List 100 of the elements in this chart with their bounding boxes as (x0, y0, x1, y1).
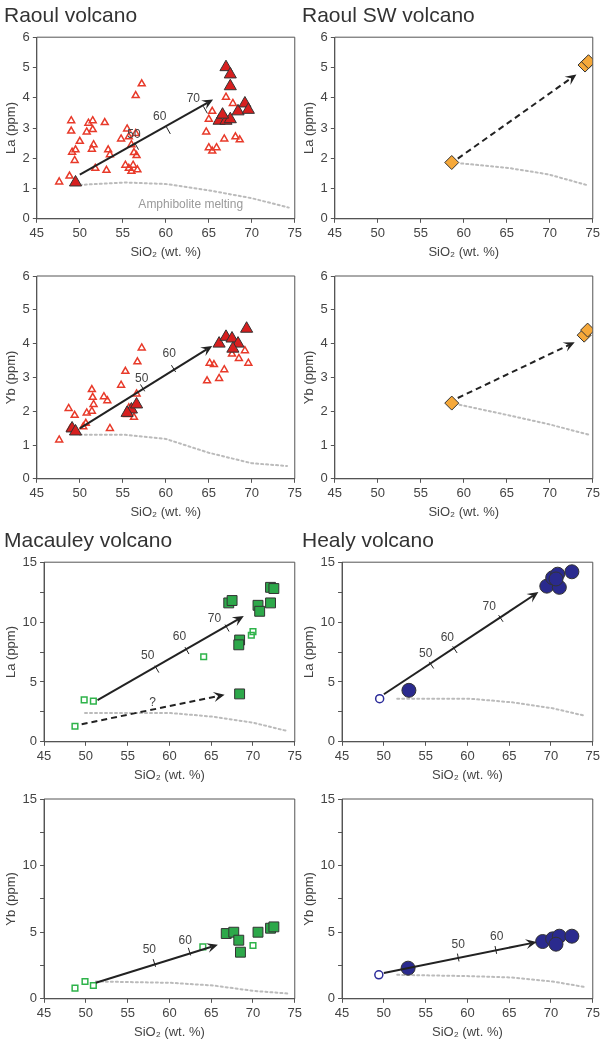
x-tick-label: 50 (72, 225, 88, 241)
x-tick-label: 75 (287, 748, 302, 764)
x-tick-label: 70 (245, 748, 261, 764)
y-tick-label: 4 (320, 89, 328, 105)
y-axis-title: La (ppm) (3, 625, 19, 679)
y-tick-label: 0 (29, 990, 38, 1006)
chart-title: Raoul SW volcano (302, 3, 475, 27)
x-tick-label: 60 (158, 225, 174, 241)
y-tick-label: 1 (320, 180, 328, 196)
x-tick-label: 65 (201, 485, 217, 501)
y-tick-label: 2 (22, 149, 30, 165)
y-tick-label: 4 (320, 335, 328, 351)
annotation: 50 (141, 647, 155, 662)
y-tick-label: 2 (320, 149, 328, 165)
x-tick-label: 45 (327, 225, 343, 241)
x-tick-label: 55 (413, 485, 429, 501)
y-axis-title: La (ppm) (3, 101, 19, 155)
y-axis-title: Yb (ppm) (301, 350, 317, 405)
annotation: 50 (142, 941, 157, 956)
y-tick-label: 0 (327, 990, 336, 1006)
x-axis-title: SiO₂ (wt. %) (428, 503, 500, 519)
x-tick-label: 50 (370, 485, 386, 501)
x-tick-label: 65 (499, 485, 515, 501)
x-tick-label: 65 (203, 748, 219, 764)
y-axis-title: Yb (ppm) (3, 350, 19, 405)
x-tick-label: 70 (245, 1005, 261, 1021)
chart-title: Macauley volcano (4, 528, 173, 552)
x-tick-label: 65 (501, 748, 517, 764)
x-tick-label: 60 (162, 1005, 177, 1021)
annotation: Amphibolite melting (138, 197, 244, 212)
y-tick-label: 3 (22, 368, 30, 384)
x-tick-label: 75 (585, 748, 600, 764)
x-tick-label: 55 (413, 225, 429, 241)
annotation: 70 (207, 610, 222, 625)
x-tick-label: 70 (543, 1005, 559, 1021)
y-tick-label: 4 (22, 335, 30, 351)
x-tick-label: 45 (327, 485, 343, 501)
y-tick-label: 1 (22, 436, 30, 452)
y-tick-label: 0 (327, 733, 336, 749)
y-tick-label: 5 (22, 301, 30, 317)
x-tick-label: 55 (418, 748, 433, 764)
x-tick-label: 45 (334, 1005, 350, 1021)
x-tick-label: 50 (376, 1005, 392, 1021)
y-tick-label: 4 (22, 89, 30, 105)
annotation: 60 (172, 628, 187, 643)
x-tick-label: 45 (29, 225, 45, 241)
x-tick-label: 75 (287, 485, 302, 501)
annotation: 60 (153, 109, 167, 124)
x-tick-label: 55 (115, 225, 131, 241)
y-tick-label: 0 (22, 210, 30, 226)
y-tick-label: 15 (320, 553, 336, 569)
annotation: 60 (162, 346, 177, 361)
x-tick-label: 60 (456, 485, 472, 501)
x-tick-label: 70 (244, 225, 260, 241)
x-tick-label: 60 (460, 748, 475, 764)
y-tick-label: 5 (29, 923, 38, 939)
y-tick-label: 6 (22, 28, 30, 44)
y-tick-label: 15 (22, 790, 38, 806)
y-tick-label: 2 (320, 402, 328, 418)
x-tick-label: 45 (334, 748, 350, 764)
y-tick-label: 2 (22, 402, 30, 418)
x-tick-label: 75 (287, 1005, 302, 1021)
x-tick-label: 55 (120, 1005, 135, 1021)
y-tick-label: 5 (327, 923, 336, 939)
y-tick-label: 15 (22, 553, 38, 569)
annotation: 70 (482, 598, 497, 613)
x-tick-label: 65 (203, 1005, 219, 1021)
y-tick-label: 1 (320, 436, 328, 452)
x-tick-label: 60 (460, 1005, 475, 1021)
x-axis-title: SiO₂ (wt. %) (432, 766, 503, 782)
y-tick-label: 6 (320, 28, 328, 44)
x-tick-label: 75 (585, 1005, 600, 1021)
y-axis-title: Yb (ppm) (3, 872, 19, 926)
annotation: 60 (440, 629, 455, 644)
y-tick-label: 15 (320, 790, 336, 806)
x-tick-label: 60 (158, 485, 174, 501)
y-tick-label: 10 (22, 613, 38, 629)
x-axis-title: SiO₂ (wt. %) (134, 766, 205, 782)
x-axis-title: SiO₂ (wt. %) (428, 243, 500, 259)
x-tick-label: 65 (501, 1005, 517, 1021)
x-tick-label: 55 (115, 485, 131, 501)
y-tick-label: 6 (320, 267, 328, 283)
x-axis-title: SiO₂ (wt. %) (130, 503, 202, 519)
x-tick-label: 45 (36, 748, 52, 764)
x-tick-label: 75 (585, 225, 600, 241)
x-tick-label: 75 (287, 225, 302, 241)
y-tick-label: 5 (327, 673, 336, 689)
x-tick-label: 50 (78, 1005, 94, 1021)
x-tick-label: 65 (499, 225, 515, 241)
x-axis-title: SiO₂ (wt. %) (134, 1023, 205, 1039)
annotation: ? (149, 694, 157, 709)
annotation: 50 (135, 371, 149, 386)
y-tick-label: 5 (320, 59, 328, 75)
y-tick-label: 1 (22, 180, 30, 196)
y-tick-label: 0 (29, 733, 38, 749)
y-tick-label: 3 (22, 119, 30, 135)
y-tick-label: 0 (320, 210, 328, 226)
annotation: 70 (186, 90, 201, 105)
x-tick-label: 55 (120, 748, 135, 764)
chart-title: Healy volcano (302, 528, 434, 552)
